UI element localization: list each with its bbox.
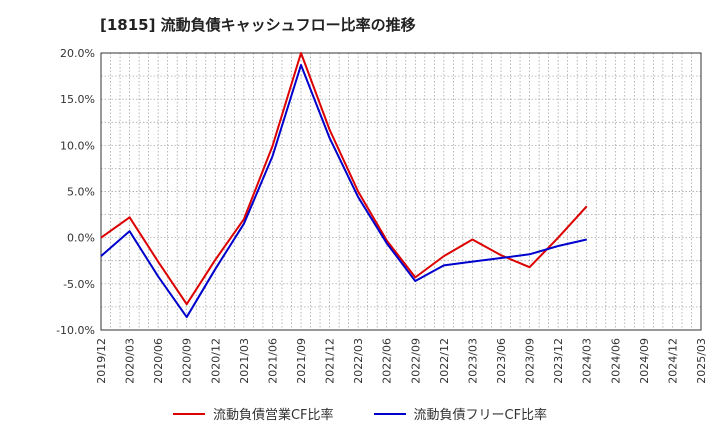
x-tick-label: 2024/09: [638, 338, 651, 384]
legend-swatch-red: [172, 412, 205, 415]
x-tick-label: 2022/12: [438, 338, 451, 384]
x-tick-label: 2022/06: [381, 338, 394, 384]
legend-item-operating-cf: 流動負債営業CF比率: [172, 404, 334, 423]
x-tick-label: 2024/03: [581, 338, 594, 384]
legend-swatch-blue: [373, 412, 406, 415]
x-tick-label: 2023/09: [524, 338, 537, 384]
x-tick-label: 2024/06: [609, 338, 622, 384]
series-line-free-cf: [100, 64, 587, 319]
y-tick-label: -10.0%: [56, 324, 95, 337]
legend: 流動負債営業CF比率 流動負債フリーCF比率: [0, 404, 720, 423]
y-tick-label: 10.0%: [60, 139, 95, 152]
legend-item-free-cf: 流動負債フリーCF比率: [373, 404, 548, 423]
y-tick-label: 20.0%: [60, 47, 95, 60]
x-tick-label: 2023/06: [495, 338, 508, 384]
x-tick-label: 2020/03: [124, 338, 137, 384]
x-tick-label: 2024/12: [666, 338, 679, 384]
x-tick-label: 2021/09: [295, 338, 308, 384]
x-tick-label: 2025/03: [695, 338, 708, 384]
x-tick-label: 2019/12: [95, 338, 108, 384]
legend-label-free-cf: 流動負債フリーCF比率: [413, 408, 548, 423]
x-tick-label: 2022/03: [352, 338, 365, 384]
plot-area: [101, 53, 701, 330]
x-tick-label: 2021/12: [324, 338, 337, 384]
x-tick-label: 2020/09: [181, 338, 194, 384]
plot-frame: [100, 52, 702, 331]
y-tick-label: -5.0%: [63, 278, 95, 291]
x-tick-label: 2021/03: [238, 338, 251, 384]
x-tick-label: 2023/03: [466, 338, 479, 384]
x-tick-label: 2022/09: [409, 338, 422, 384]
y-tick-label: 0.0%: [67, 232, 95, 245]
x-tick-label: 2023/12: [552, 338, 565, 384]
x-tick-label: 2020/06: [152, 338, 165, 384]
y-tick-label: 15.0%: [60, 93, 95, 106]
y-tick-label: 5.0%: [67, 186, 95, 199]
chart-title: [1815] 流動負債キャッシュフロー比率の推移: [100, 16, 416, 34]
x-tick-label: 2021/06: [266, 338, 279, 384]
x-tick-label: 2020/12: [209, 338, 222, 384]
legend-label-operating-cf: 流動負債営業CF比率: [212, 408, 334, 423]
